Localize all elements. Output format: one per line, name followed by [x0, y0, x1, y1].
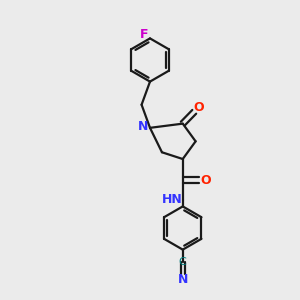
Text: N: N — [178, 272, 188, 286]
Text: F: F — [140, 28, 149, 41]
Text: HN: HN — [162, 193, 183, 206]
Text: C: C — [179, 257, 187, 267]
Text: O: O — [194, 100, 204, 114]
Text: O: O — [200, 173, 211, 187]
Text: N: N — [138, 120, 148, 133]
